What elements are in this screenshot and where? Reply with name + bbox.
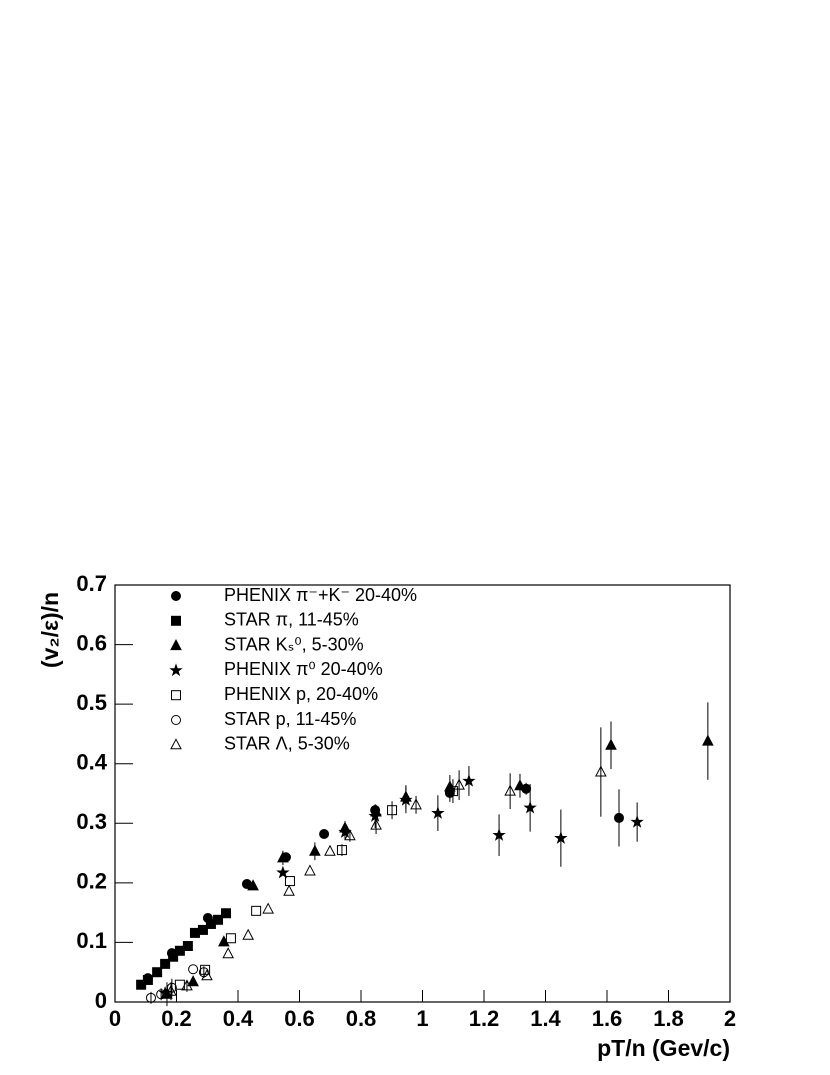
marker: [309, 844, 321, 856]
x-tick-label: 1.6: [592, 1006, 623, 1031]
x-tick-label: 1: [416, 1006, 428, 1031]
x-tick-label: 1.8: [653, 1006, 684, 1031]
legend-label: STAR Λ, 5-30%: [224, 734, 350, 754]
x-tick-label: 0.2: [161, 1006, 192, 1031]
marker: [218, 935, 230, 947]
marker: [453, 778, 465, 790]
y-tick-label: 0.5: [76, 690, 107, 715]
x-tick-label: 2: [724, 1006, 736, 1031]
marker: [277, 851, 289, 863]
marker: [410, 798, 422, 810]
marker: [160, 958, 171, 969]
marker: [324, 844, 336, 856]
marker: [182, 941, 193, 952]
marker: [168, 951, 179, 962]
x-tick-label: 1.2: [469, 1006, 500, 1031]
marker: [262, 902, 274, 914]
legend-label: PHENIX p, 20-40%: [224, 684, 378, 704]
legend-marker: [171, 690, 181, 701]
marker: [165, 984, 177, 996]
marker: [304, 864, 316, 876]
y-tick-label: 0.4: [76, 750, 107, 775]
marker: [221, 908, 232, 919]
x-tick-label: 0.6: [284, 1006, 315, 1031]
plot-frame: [114, 584, 731, 1003]
legend-label: STAR π, 11-45%: [224, 610, 359, 630]
marker: [166, 982, 177, 993]
x-tick-label: 0.4: [223, 1006, 254, 1031]
marker: [156, 989, 167, 1000]
marker: [338, 825, 352, 838]
x-tick-label: 0.8: [346, 1006, 377, 1031]
marker: [370, 818, 382, 830]
marker: [492, 828, 506, 841]
marker: [613, 812, 624, 823]
y-tick-label: 0.7: [76, 571, 107, 596]
x-axis-label: pT/n (Gev/c): [597, 1035, 730, 1061]
marker: [368, 809, 382, 822]
marker: [319, 829, 330, 840]
marker: [447, 786, 458, 797]
marker: [251, 905, 262, 916]
legend-label: STAR p, 11-45%: [224, 709, 356, 729]
marker: [630, 815, 644, 828]
marker: [702, 734, 714, 746]
legend-label: PHENIX π⁻+K⁻ 20-40%: [224, 585, 417, 605]
marker: [344, 829, 356, 841]
legend-marker: [171, 715, 181, 725]
marker: [201, 969, 213, 981]
marker: [181, 979, 193, 991]
legend-label: PHENIX π⁰ 20-40%: [224, 659, 383, 679]
marker: [523, 800, 537, 814]
marker: [387, 805, 398, 816]
marker: [142, 974, 153, 985]
marker: [145, 992, 156, 1003]
marker: [152, 967, 163, 978]
legend-marker: [171, 615, 181, 626]
marker: [399, 793, 413, 806]
legend-marker: [169, 663, 183, 677]
legend-marker: [170, 639, 182, 651]
x-tick-label: 0: [109, 1006, 121, 1031]
marker: [222, 947, 234, 959]
marker: [276, 865, 290, 879]
marker: [595, 765, 607, 777]
marker: [336, 845, 347, 856]
marker: [431, 806, 445, 819]
marker: [187, 975, 199, 987]
marker: [605, 738, 617, 750]
y-tick-label: 0.6: [76, 630, 107, 655]
marker: [554, 831, 568, 844]
y-tick-label: 0.1: [76, 928, 107, 953]
legend-marker: [170, 738, 182, 750]
y-tick-label: 0: [95, 988, 107, 1013]
marker: [284, 876, 295, 887]
y-tick-label: 0.2: [76, 869, 107, 894]
marker: [462, 773, 476, 787]
marker: [247, 879, 259, 891]
marker: [504, 784, 516, 796]
x-tick-label: 1.4: [530, 1006, 561, 1031]
marker: [188, 964, 199, 975]
y-tick-label: 0.3: [76, 809, 107, 834]
legend-marker: [171, 591, 181, 601]
marker: [514, 779, 526, 791]
marker: [213, 914, 224, 925]
marker: [197, 924, 208, 935]
legend-label: STAR Kₛ⁰, 5-30%: [224, 634, 364, 654]
marker: [225, 933, 236, 944]
marker: [242, 928, 254, 940]
marker: [283, 884, 295, 896]
y-axis-label: (v₂/ε)/n: [37, 592, 63, 668]
